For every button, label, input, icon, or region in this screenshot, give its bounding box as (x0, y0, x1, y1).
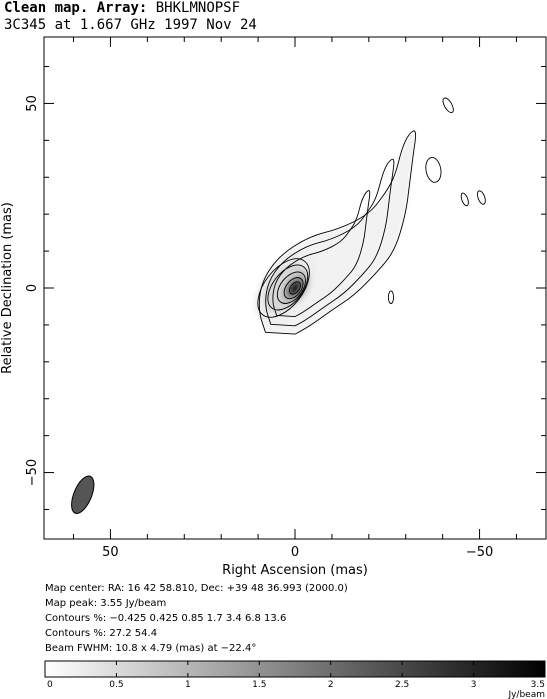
contour-component (387, 290, 395, 304)
map-title: Clean map. Array: BHKLMNOPSF (4, 0, 241, 16)
emission-blob (291, 284, 299, 292)
contour-core (267, 264, 309, 311)
colorbar-tick-label: 1 (185, 680, 191, 690)
info-map-peak: Map peak: 3.55 Jy/beam (45, 598, 167, 609)
info-contours-1: Contours %: −0.425 0.425 0.85 1.7 3.4 6.… (45, 613, 287, 624)
x-tick-label: 0 (291, 545, 299, 560)
map-subtitle: 3C345 at 1.667 GHz 1997 Nov 24 (4, 17, 257, 33)
colorbar-unit-label: Jy/beam (507, 690, 545, 699)
contour-core (276, 271, 306, 304)
contour-jet-inner (272, 190, 371, 318)
y-tick-label: 50 (25, 95, 40, 112)
contour-core (283, 277, 304, 300)
beam-ellipse (71, 475, 95, 514)
info-contours-2: Contours %: 27.2 54.4 (45, 628, 158, 639)
x-tick-label: 50 (102, 545, 119, 560)
colorbar (44, 660, 546, 678)
colorbar-ticks (44, 661, 546, 677)
contour-component (442, 97, 454, 114)
y-tick-label: −50 (25, 459, 40, 486)
x-axis-label: Right Ascension (mas) (222, 563, 368, 578)
colorbar-tick-label: 1.5 (252, 680, 266, 690)
y-axis-label: Relative Declination (mas) (0, 202, 15, 374)
colorbar-tick-label: 0.5 (109, 680, 123, 690)
colorbar-tick-label: 2 (328, 680, 334, 690)
colorbar-tick-label: 2.5 (395, 680, 409, 690)
contour-lines (257, 97, 486, 335)
contour-jet-outer (258, 130, 417, 335)
axes (44, 37, 546, 539)
colorbar-tick-label: 3.5 (531, 680, 545, 690)
colorbar-tick-label: 0 (47, 680, 53, 690)
contour-component (477, 190, 486, 205)
contour-component (460, 192, 469, 207)
contour-core (257, 258, 310, 318)
info-beam-fwhm: Beam FWHM: 10.8 x 4.79 (mas) at −22.4° (45, 643, 257, 654)
contour-component (425, 157, 442, 183)
y-tick-label: 0 (25, 284, 40, 292)
contour-core (288, 281, 302, 295)
contour-jet-mid (265, 158, 395, 327)
tick-labels: 50 0 −50 50 0 −50 (25, 95, 493, 560)
info-map-center: Map center: RA: 16 42 58.810, Dec: +39 4… (45, 583, 348, 594)
x-tick-label: −50 (466, 545, 493, 560)
colorbar-tick-labels: 0 0.5 1 1.5 2 2.5 3 3.5 (47, 680, 545, 690)
beam-shape (71, 475, 95, 514)
colorbar-tick-label: 3 (471, 680, 477, 690)
